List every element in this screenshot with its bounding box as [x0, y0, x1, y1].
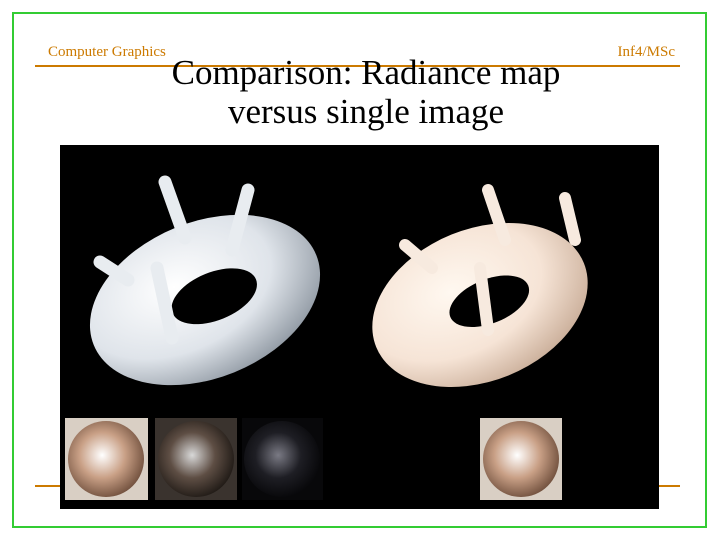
- title-line: versus single image: [228, 92, 504, 131]
- title-line: Comparison: Radiance map: [172, 53, 561, 92]
- comparison-image: [60, 145, 659, 509]
- header-right: Inf4/MSc: [618, 44, 676, 60]
- header-left: Computer Graphics: [48, 44, 166, 60]
- slide-border: [12, 12, 707, 528]
